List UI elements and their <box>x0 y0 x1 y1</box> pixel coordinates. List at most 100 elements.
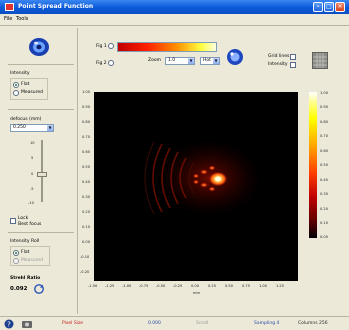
x-tick: 1.00 <box>259 284 268 288</box>
x-tick: 0.25 <box>208 284 217 288</box>
colorbar-tick: 0.60 <box>320 149 329 153</box>
grid-checkbox[interactable] <box>290 54 296 60</box>
strehl-label: Strehl Ratio <box>10 276 41 281</box>
x-tick: 0.75 <box>242 284 251 288</box>
fig2-radio[interactable] <box>108 60 114 66</box>
y-tick: 0.60 <box>82 150 91 154</box>
intensity-roll-label: Intensity Roll <box>10 239 40 244</box>
top-intensity-label: Intensity <box>268 62 288 67</box>
x-tick: -0.50 <box>156 284 166 288</box>
colorbar-tick: 1.00 <box>320 91 329 95</box>
lock-checkbox[interactable] <box>10 218 16 224</box>
refresh-icon[interactable] <box>32 283 46 295</box>
status-value: 0.000 <box>148 321 161 326</box>
x-tick: -0.25 <box>173 284 183 288</box>
status-columns: Columns 256 <box>298 321 328 326</box>
colorbar <box>309 92 317 238</box>
zoom-select[interactable]: 1.0 ▼ <box>165 57 195 65</box>
y-tick: 0.00 <box>82 240 91 244</box>
colorbar-tick: 0.40 <box>320 178 329 182</box>
minimize-button[interactable]: – <box>313 2 323 12</box>
y-tick: 0.70 <box>82 135 91 139</box>
psf-image[interactable] <box>94 92 298 281</box>
colorbar-tick: 0.20 <box>320 207 329 211</box>
status-pixel-size: Pixel Size <box>62 321 84 326</box>
x-tick: 0.00 <box>191 284 200 288</box>
menu-separator <box>0 25 349 26</box>
chevron-down-icon[interactable]: ▼ <box>188 58 194 64</box>
colorbar-tick: 0.10 <box>320 221 329 225</box>
intensity-label: Intensity <box>10 71 30 76</box>
close-button[interactable]: ✕ <box>335 2 345 12</box>
slider-tick: 5 <box>31 156 34 160</box>
intensity-group <box>10 78 48 100</box>
colorbar-tick: 0.80 <box>320 120 329 124</box>
lens-icon[interactable] <box>28 37 50 57</box>
x-tick: -1.00 <box>122 284 132 288</box>
colormap-preview <box>117 42 217 52</box>
roll-measured-radio[interactable] <box>13 258 19 264</box>
y-tick: 0.80 <box>82 120 91 124</box>
chevron-down-icon[interactable]: ▼ <box>213 58 219 64</box>
defocus-value: 0.250 <box>13 125 26 130</box>
status-bar: ? Pixel Size 0.000 Scroll Sampling 4 Col… <box>0 318 349 330</box>
chevron-down-icon[interactable]: ▼ <box>47 125 53 131</box>
help-icon[interactable]: ? <box>4 319 14 329</box>
render-icon[interactable] <box>226 48 244 66</box>
slider-thumb[interactable] <box>37 172 47 177</box>
y-tick: 0.30 <box>82 195 91 199</box>
menu-bar: File Tools <box>0 14 349 24</box>
left-separator-3 <box>8 232 74 233</box>
title-bar[interactable]: Point Spread Function – □ ✕ <box>0 0 349 14</box>
slider-track[interactable] <box>41 140 43 202</box>
zoom-label: Zoom <box>148 58 161 63</box>
slider-tick: -5 <box>30 187 34 191</box>
intensity-flat-radio[interactable] <box>13 82 19 88</box>
app-icon <box>5 3 14 11</box>
intensity-flat-label: Flat <box>21 82 30 87</box>
status-scroll: Scroll <box>196 321 209 326</box>
colormap-value: Hot <box>203 58 211 63</box>
y-tick: 0.90 <box>82 105 91 109</box>
x-tick: 0.50 <box>225 284 234 288</box>
panel-divider <box>77 28 78 314</box>
grid-label: Grid lines <box>268 54 290 59</box>
colorbar-tick: 0.90 <box>320 105 329 109</box>
menu-file[interactable]: File <box>4 16 13 22</box>
x-tick: -1.50 <box>88 284 98 288</box>
menu-tools[interactable]: Tools <box>16 16 29 22</box>
intensity-measured-label: Measured <box>21 90 43 95</box>
defocus-field[interactable]: 0.250 ▼ <box>10 124 54 132</box>
left-separator-2 <box>8 109 74 110</box>
best-focus-label: Best focus <box>18 222 42 227</box>
maximize-button[interactable]: □ <box>324 2 334 12</box>
colorbar-tick: 0.70 <box>320 134 329 138</box>
roll-group <box>10 246 50 266</box>
window-title: Point Spread Function <box>18 3 94 10</box>
fig1-label: Fig 1 <box>96 44 107 49</box>
colormap-select[interactable]: Hot ▼ <box>200 57 220 65</box>
strehl-value: 0.092 <box>10 286 28 292</box>
x-axis-label: mm <box>193 291 201 295</box>
defocus-label: defocus (mm) <box>10 117 42 122</box>
y-tick: 0.50 <box>82 165 91 169</box>
camera-icon[interactable] <box>22 320 32 328</box>
fig1-radio[interactable] <box>108 43 114 49</box>
x-tick: -1.25 <box>105 284 115 288</box>
colorbar-tick: 0.30 <box>320 192 329 196</box>
colorbar-tick: 0.00 <box>320 235 329 239</box>
left-separator <box>8 64 74 65</box>
y-tick: 1.00 <box>82 90 91 94</box>
roll-flat-radio[interactable] <box>13 250 19 256</box>
slider-tick: 0 <box>31 172 34 176</box>
slider-tick: 10 <box>30 141 35 145</box>
grid-icon[interactable] <box>312 52 328 69</box>
y-tick: -0.10 <box>80 255 90 259</box>
x-tick: -0.75 <box>139 284 149 288</box>
intensity-measured-radio[interactable] <box>13 90 19 96</box>
psf-render <box>144 140 261 216</box>
colorbar-tick: 0.50 <box>320 163 329 167</box>
y-tick: -0.20 <box>80 270 90 274</box>
intensity-checkbox[interactable] <box>290 62 296 68</box>
